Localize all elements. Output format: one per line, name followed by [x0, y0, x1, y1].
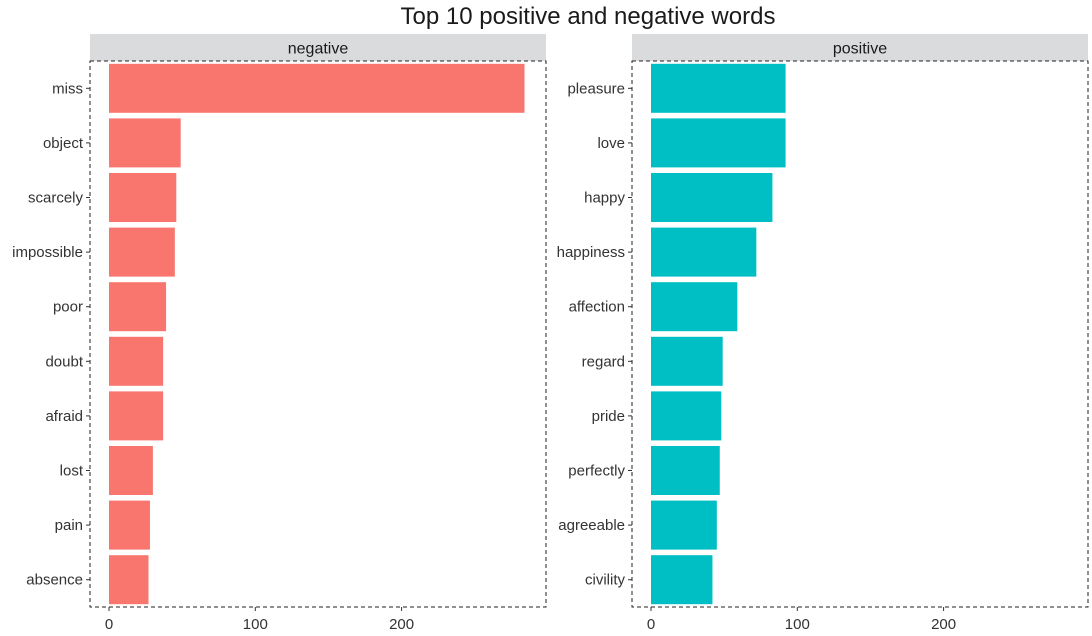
category-label: pride [592, 408, 625, 425]
x-tick-label: 200 [389, 616, 414, 633]
facet-strip [90, 34, 546, 61]
bar-afraid [109, 391, 164, 441]
facet-strip-label: positive [833, 41, 887, 58]
bar-regard [651, 336, 723, 386]
category-label: doubt [45, 353, 83, 370]
category-label: miss [52, 80, 83, 97]
bar-pride [651, 391, 722, 441]
bar-happy [651, 173, 773, 222]
bar-perfectly [651, 446, 720, 495]
category-label: agreeable [558, 517, 625, 534]
bar-civility [651, 555, 713, 605]
category-label: happiness [557, 244, 625, 261]
category-label: pleasure [567, 80, 625, 97]
chart-title: Top 10 positive and negative words [401, 3, 776, 30]
bar-love [651, 118, 786, 168]
category-label: absence [26, 572, 83, 589]
panel-border [631, 60, 1089, 608]
bar-miss [109, 63, 525, 113]
facets: negative miss object scarcely impossible poor… [12, 34, 1089, 633]
category-label: affection [569, 299, 625, 316]
bar-happiness [651, 227, 757, 277]
bar-pleasure [651, 63, 786, 113]
category-label: poor [53, 299, 83, 316]
facet-negative: negative miss object scarcely impossible poor… [12, 34, 547, 633]
facet-positive: positive pleasure love happy happiness affect… [557, 34, 1089, 633]
x-tick-label: 100 [243, 616, 268, 633]
category-label: lost [60, 463, 84, 480]
facet-strip [632, 34, 1088, 61]
facet-strip-label: negative [288, 41, 349, 58]
x-tick-label: 0 [105, 616, 113, 633]
category-label: regard [582, 353, 625, 370]
bar-poor [109, 282, 167, 332]
bar-scarcely [109, 173, 177, 222]
bar-doubt [109, 336, 164, 386]
category-label: pain [55, 517, 83, 534]
category-label: civility [585, 572, 625, 589]
category-label: love [597, 135, 625, 152]
bar-agreeable [651, 500, 717, 550]
x-tick-label: 200 [931, 616, 956, 633]
bar-lost [109, 446, 153, 495]
bar-absence [109, 555, 149, 605]
bar-object [109, 118, 181, 168]
category-label: perfectly [568, 463, 625, 480]
bar-pain [109, 500, 150, 550]
category-label: impossible [12, 244, 83, 261]
bar-impossible [109, 227, 175, 277]
category-label: scarcely [28, 190, 84, 207]
panel-border [89, 60, 547, 608]
x-tick-label: 0 [647, 616, 655, 633]
category-label: afraid [45, 408, 83, 425]
bar-affection [651, 282, 738, 332]
category-label: object [43, 135, 84, 152]
x-tick-label: 100 [785, 616, 810, 633]
category-label: happy [584, 190, 625, 207]
